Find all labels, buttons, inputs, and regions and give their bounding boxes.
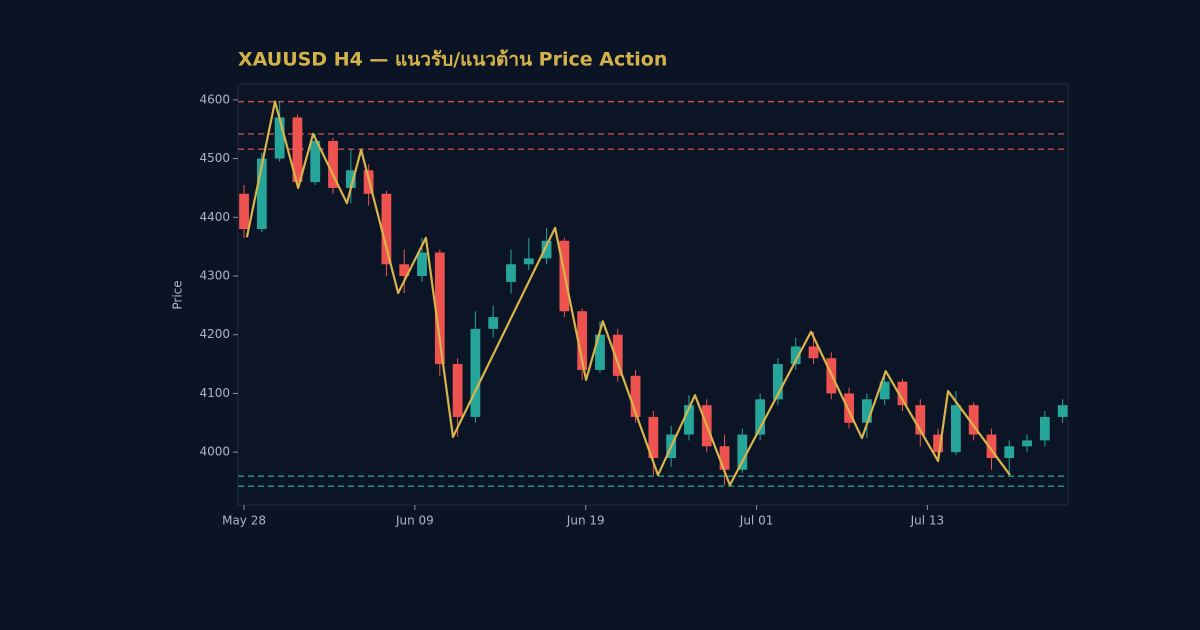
candle-body: [345, 170, 356, 188]
candle-body: [648, 416, 659, 459]
y-tick-label: 4400: [199, 210, 230, 224]
candle-body: [950, 405, 961, 453]
candle-body: [719, 446, 730, 470]
candle-body: [1039, 416, 1050, 441]
x-tick-label: Jun 09: [395, 514, 434, 528]
candle-body: [612, 334, 623, 376]
candle-body: [328, 140, 338, 188]
chart-title: XAUUSD H4 — แนวรับ/แนวต้าน Price Action: [238, 49, 667, 71]
candle-body: [879, 381, 890, 400]
x-tick-label: Jul 13: [910, 514, 945, 528]
candle-body: [1004, 446, 1015, 459]
candle-body: [523, 258, 534, 265]
y-tick-label: 4100: [199, 386, 230, 400]
candle-body: [737, 434, 748, 470]
y-tick-label: 4500: [199, 151, 230, 165]
candle-body: [915, 405, 926, 435]
candle-body: [897, 381, 908, 406]
candle-body: [541, 240, 552, 259]
candle-body: [399, 264, 410, 277]
candle-body: [595, 334, 605, 370]
candle-body: [274, 117, 285, 159]
candle-body: [470, 328, 481, 417]
y-tick-label: 4000: [199, 445, 230, 459]
candle-body: [506, 264, 516, 282]
y-tick-label: 4300: [199, 269, 230, 283]
candle-body: [862, 399, 872, 423]
candle-body: [844, 393, 855, 423]
candle-body: [417, 252, 427, 277]
zigzag-line: [245, 100, 1011, 487]
candle-body: [256, 158, 267, 230]
candle-body: [684, 405, 694, 435]
x-tick-label: May 28: [222, 514, 266, 528]
x-tick-label: Jun 19: [566, 514, 605, 528]
y-tick-label: 4200: [199, 327, 230, 341]
candle-body: [986, 434, 997, 459]
candle-body: [292, 117, 303, 183]
candle-body: [577, 311, 588, 370]
candle-body: [790, 346, 801, 365]
candle-body: [630, 375, 641, 417]
candle-body: [381, 193, 392, 265]
candle-body: [239, 193, 249, 230]
x-tick-label: Jul 01: [739, 514, 774, 528]
candle-body: [755, 399, 766, 435]
candle-body: [434, 252, 445, 365]
candle-body: [933, 434, 943, 453]
candle-body: [452, 364, 463, 417]
candle-body: [773, 364, 783, 400]
y-tick-label: 4600: [199, 92, 230, 106]
y-axis-label: Price: [171, 280, 185, 309]
candle-body: [968, 405, 979, 435]
candle-body: [808, 346, 819, 359]
candle-body: [1057, 405, 1068, 417]
candle-body: [310, 140, 321, 183]
candle-body: [488, 317, 499, 329]
candle-body: [1022, 440, 1032, 447]
